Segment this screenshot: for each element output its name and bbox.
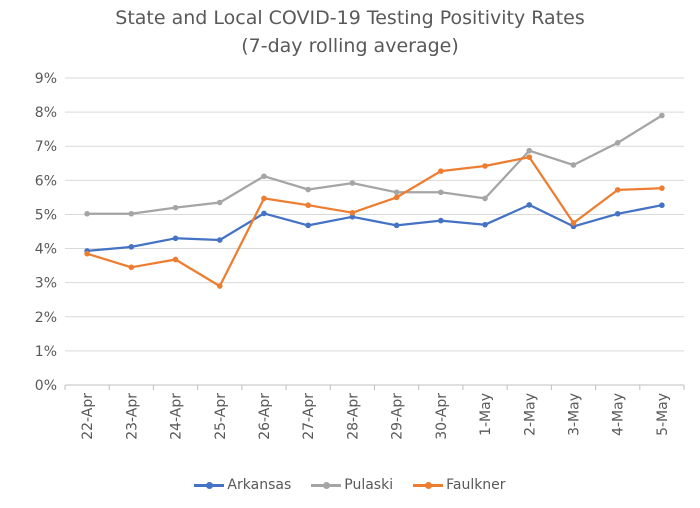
series-line-pulaski	[87, 114, 663, 215]
data-point-faulkner	[261, 195, 267, 202]
data-point-faulkner	[482, 163, 488, 169]
data-point-pulaski	[349, 180, 356, 186]
y-tick-label: 4%	[35, 242, 57, 258]
data-point-arkansas	[393, 222, 400, 229]
data-point-arkansas	[172, 235, 179, 242]
data-point-pulaski	[570, 162, 577, 168]
x-tick-label: 24-Apr	[169, 393, 185, 440]
data-point-arkansas	[614, 210, 621, 217]
y-tick-label: 7%	[35, 139, 57, 155]
data-point-pulaski	[393, 189, 400, 196]
legend-item-arkansas: Arkansas	[194, 477, 291, 493]
chart-title: State and Local COVID-19 Testing Positiv…	[115, 7, 585, 29]
legend: Arkansas Pulaski Faulkner	[0, 477, 700, 493]
y-tick-label: 5%	[35, 207, 57, 223]
x-tick-label: 27-Apr	[301, 393, 317, 440]
data-point-faulkner	[172, 256, 179, 263]
x-axis-tick-labels: 22-Apr 23-Apr 24-Apr 25-Apr 26-Apr 27-Apr 28-A…	[80, 393, 671, 440]
y-tick-label: 8%	[35, 105, 57, 121]
data-point-pulaski	[128, 210, 135, 217]
data-point-faulkner	[526, 154, 533, 160]
y-axis-tick-labels: 0% 1% 2% 3% 4% 5% 6% 7% 8% 9%	[35, 71, 57, 394]
data-point-pulaski	[659, 112, 665, 119]
data-point-arkansas	[438, 217, 444, 224]
series-line-arkansas	[86, 203, 663, 253]
data-point-arkansas	[482, 221, 488, 228]
data-point-arkansas	[349, 214, 356, 220]
x-tick-label: 5-May	[655, 393, 671, 436]
y-tick-label: 0%	[35, 378, 57, 394]
x-tick-label: 4-May	[611, 393, 627, 436]
data-point-faulkner	[438, 168, 444, 174]
x-tick-label: 1-May	[478, 393, 494, 436]
data-point-pulaski	[216, 199, 223, 206]
data-point-arkansas	[216, 237, 223, 243]
x-tick-label: 22-Apr	[80, 393, 96, 440]
data-point-faulkner	[570, 220, 577, 226]
x-tick-label: 30-Apr	[434, 393, 450, 440]
data-point-faulkner	[614, 187, 621, 193]
legend-label: Pulaski	[344, 477, 394, 493]
legend-swatch	[413, 480, 444, 490]
data-point-faulkner	[128, 264, 135, 271]
data-point-arkansas	[261, 210, 267, 217]
y-tick-label: 1%	[35, 344, 57, 360]
x-tick-label: 25-Apr	[213, 393, 229, 440]
x-tick-label: 3-May	[566, 393, 582, 436]
legend-label: Arkansas	[227, 477, 292, 493]
x-tick-label: 2-May	[522, 393, 538, 436]
legend-label: Faulkner	[446, 477, 506, 493]
data-point-arkansas	[659, 202, 665, 209]
data-point-faulkner	[349, 209, 356, 216]
legend-swatch	[194, 480, 225, 490]
x-tick-label: 28-Apr	[345, 393, 361, 440]
y-tick-label: 6%	[35, 173, 57, 189]
data-point-pulaski	[305, 186, 311, 193]
data-point-arkansas	[526, 202, 533, 208]
series-lines	[84, 112, 665, 289]
chart-subtitle: (7-day rolling average)	[241, 35, 459, 57]
y-tick-label: 2%	[35, 310, 57, 326]
data-point-pulaski	[482, 195, 488, 202]
y-tick-label: 9%	[35, 71, 57, 87]
data-point-faulkner	[659, 185, 665, 191]
x-tick-label: 23-Apr	[124, 393, 140, 440]
y-tick-label: 3%	[35, 276, 57, 292]
x-tick-label: 26-Apr	[257, 393, 273, 440]
legend-swatch	[311, 480, 342, 490]
data-point-faulkner	[216, 283, 223, 289]
data-point-pulaski	[84, 210, 90, 217]
data-point-pulaski	[172, 204, 179, 211]
legend-item-faulkner: Faulkner	[413, 477, 506, 493]
data-point-faulkner	[305, 202, 311, 209]
series-line-faulkner	[86, 155, 662, 288]
gridlines	[64, 77, 685, 390]
data-point-pulaski	[261, 173, 267, 180]
data-point-arkansas	[305, 222, 311, 229]
data-point-pulaski	[438, 189, 444, 196]
data-point-pulaski	[614, 140, 621, 146]
data-point-faulkner	[393, 194, 400, 201]
x-tick-label: 29-Apr	[390, 393, 406, 440]
data-point-arkansas	[128, 244, 135, 250]
legend-item-pulaski: Pulaski	[311, 477, 393, 493]
data-point-faulkner	[84, 250, 90, 257]
data-point-pulaski	[526, 147, 533, 154]
